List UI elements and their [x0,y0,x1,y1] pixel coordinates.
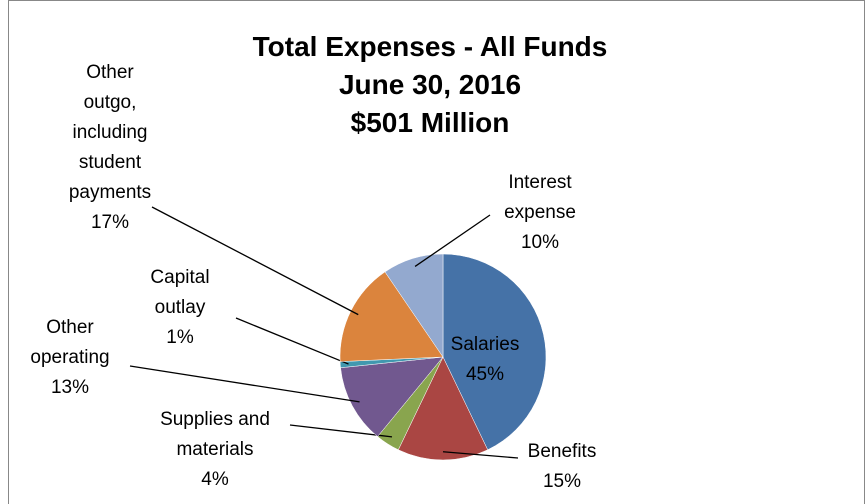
slice-label: Salaries 45% [425,330,545,390]
slice-label: Other operating 13% [15,313,125,403]
category-label: Salaries [450,334,520,355]
chart-title: Total Expenses - All Funds [252,31,608,62]
leader-line [129,365,360,403]
leader-line [235,317,349,365]
value-label: 10% [520,232,560,253]
leader-line [289,424,393,438]
value-label: 15% [542,471,582,492]
category-label: Other outgo, including student payments [68,62,152,203]
pie-slice [442,253,547,451]
slice-label: Other outgo, including student payments 1… [60,58,160,238]
value-label: 1% [166,327,194,348]
pie-slice [340,356,444,437]
value-label: 17% [90,212,130,233]
category-label: Benefits [527,441,597,462]
slice-label: Benefits 15% [502,437,622,497]
category-label: Other operating [30,317,110,368]
category-label: Capital outlay [150,267,210,318]
chart-title: June 30, 2016 [338,69,522,100]
leader-line [151,206,359,316]
leader-line [414,214,491,267]
slice-label: Capital outlay 1% [135,263,225,353]
category-label: Interest expense [504,172,576,223]
value-label: 13% [50,377,90,398]
chart-title: $501 Million [350,107,510,138]
pie-slice [397,356,489,461]
pie-slice [384,253,444,358]
category-label: Supplies and materials [160,409,270,460]
value-label: 45% [465,364,505,385]
slice-label: Interest expense 10% [485,168,595,258]
value-label: 4% [201,469,229,490]
slice-label: Supplies and materials 4% [135,405,295,495]
leader-line [442,451,519,459]
